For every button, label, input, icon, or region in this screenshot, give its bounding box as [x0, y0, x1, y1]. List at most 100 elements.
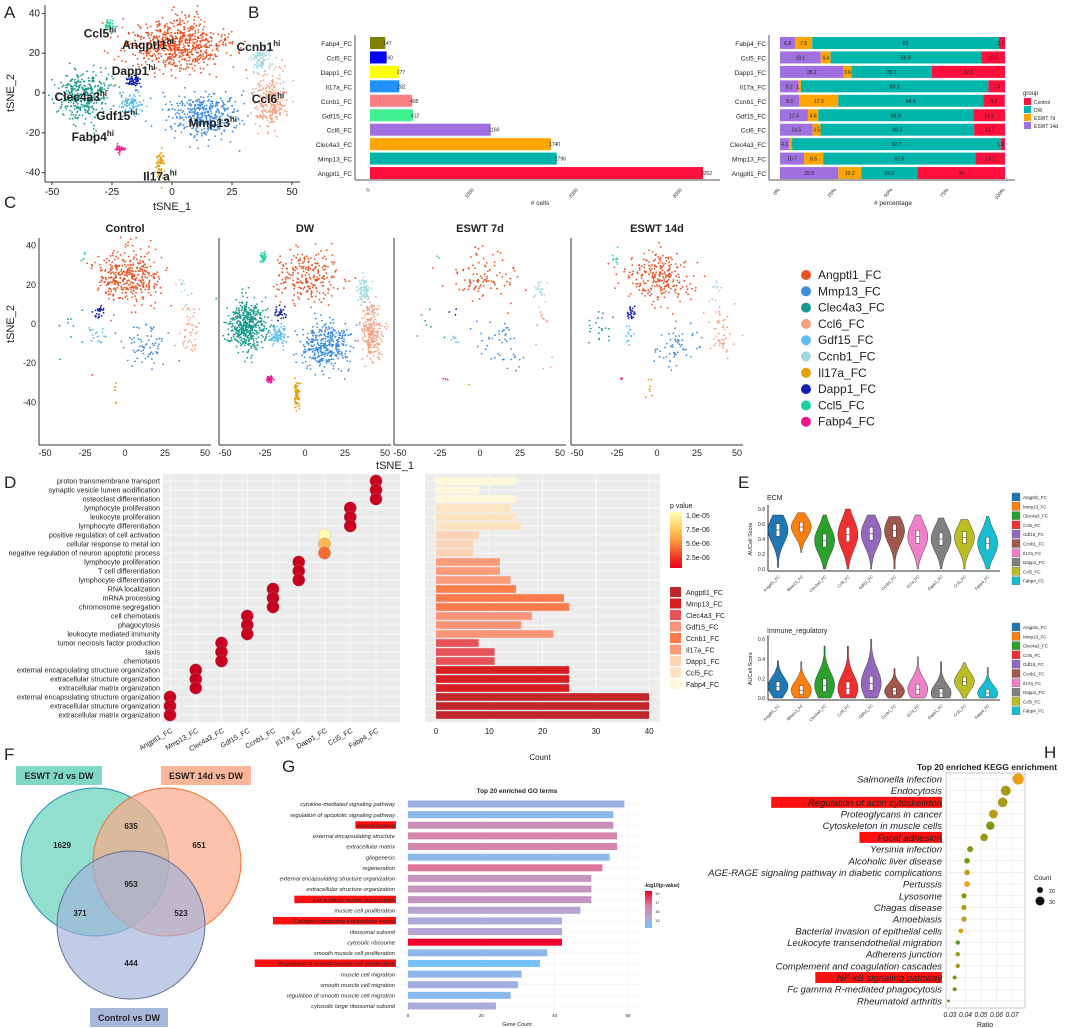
tsne-point: [322, 275, 325, 278]
tsne-point: [309, 267, 312, 270]
tsne-point: [539, 291, 541, 294]
tsne-point: [105, 284, 108, 287]
tsne-point: [190, 334, 192, 336]
tsne-point: [274, 106, 277, 109]
tsne-point: [180, 55, 183, 58]
tsne-point: [103, 281, 106, 283]
tsne-point: [247, 316, 250, 319]
tsne-point: [255, 318, 257, 321]
tsne-point: [480, 332, 482, 335]
tsne-point: [479, 284, 482, 286]
tsne-point: [139, 43, 142, 45]
tsne-point: [251, 331, 254, 334]
tsne-point: [238, 150, 241, 152]
tsne-point: [185, 54, 188, 57]
tsne-point: [308, 349, 311, 351]
tsne-point: [191, 127, 193, 130]
tsne-point: [239, 342, 242, 344]
tsne-point: [102, 311, 105, 314]
tsne-point: [118, 297, 120, 299]
tsne-point: [112, 105, 115, 107]
tsne-point: [319, 363, 322, 365]
tsne-point: [327, 333, 330, 336]
cluster-label-sup: hi: [109, 25, 116, 34]
tsne-point: [296, 253, 299, 256]
tsne-point: [240, 327, 242, 330]
tsne-point: [73, 78, 76, 81]
tsne-point: [656, 298, 659, 301]
tsne-point: [654, 307, 656, 309]
tsne-point: [676, 252, 678, 255]
tsne-point: [316, 361, 319, 363]
cluster-label-name: Clec4a3: [55, 90, 101, 104]
tsne-point: [114, 401, 117, 404]
tsne-point: [539, 311, 542, 313]
tsne-point: [92, 108, 95, 111]
tsne-point: [235, 321, 238, 324]
tsne-point: [153, 285, 155, 288]
tsne-point: [223, 122, 226, 124]
tsne-point: [171, 108, 174, 110]
tsne-point: [290, 274, 292, 276]
tsne-group-eswt-14d: ESWT 14d-50 -25 0 25 50: [570, 223, 744, 458]
tsne-point: [171, 117, 174, 119]
tsne-point: [201, 39, 204, 42]
tsne-point: [275, 336, 277, 339]
tsne-point: [236, 340, 239, 343]
tsne-point: [259, 313, 262, 315]
tsne-point: [149, 346, 152, 349]
tsne-point: [337, 338, 340, 341]
x-tick-label: 25: [515, 448, 525, 458]
tsne-point: [331, 318, 334, 321]
tsne-point: [257, 320, 260, 323]
tsne-point: [305, 255, 308, 258]
tsne-point: [202, 67, 205, 70]
tsne-point: [372, 308, 375, 311]
tsne-point: [191, 35, 194, 37]
tsne-point: [226, 114, 229, 116]
tsne-point: [180, 284, 183, 286]
tsne-point: [154, 290, 157, 293]
cluster-label-name: Il17a: [143, 170, 170, 184]
tsne-point: [176, 111, 179, 114]
segment-label: 13.2: [985, 157, 995, 163]
tsne-point: [192, 324, 195, 327]
tsne-point: [253, 307, 256, 309]
tsne-point: [246, 313, 248, 316]
tsne-point: [124, 60, 127, 63]
tsne-point: [257, 341, 259, 344]
tsne-point: [667, 285, 670, 287]
tsne-point: [151, 358, 153, 360]
tsne-point: [463, 288, 466, 290]
legend-label: ESWT 7d: [1034, 116, 1056, 122]
tsne-point: [295, 395, 298, 398]
tsne-point: [173, 48, 176, 51]
tsne-point: [91, 374, 94, 376]
tsne-point: [362, 322, 365, 325]
category-label: Angptl1_FC: [732, 171, 767, 178]
tsne-point: [635, 283, 637, 285]
tsne-point: [254, 123, 257, 126]
tsne-point: [202, 55, 205, 58]
tsne-point: [319, 358, 322, 361]
tsne-point: [178, 359, 181, 362]
x-tick-label: -25: [105, 187, 120, 198]
tsne-point: [93, 86, 96, 88]
tsne-point: [188, 41, 191, 44]
tsne-point: [675, 275, 678, 278]
tsne-point: [677, 273, 680, 276]
tsne-point: [312, 283, 314, 286]
tsne-point: [166, 267, 168, 269]
tsne-point: [164, 63, 167, 66]
tsne-point: [647, 273, 650, 276]
tsne-point: [299, 257, 301, 260]
tsne-point: [95, 74, 97, 77]
tsne-point: [108, 287, 111, 290]
tsne-point: [125, 265, 127, 268]
cluster-label-sup: hi: [277, 91, 284, 100]
tsne-point: [454, 313, 457, 316]
tsne-point: [166, 41, 169, 44]
tsne-point: [127, 264, 130, 266]
tsne-point: [305, 268, 307, 271]
